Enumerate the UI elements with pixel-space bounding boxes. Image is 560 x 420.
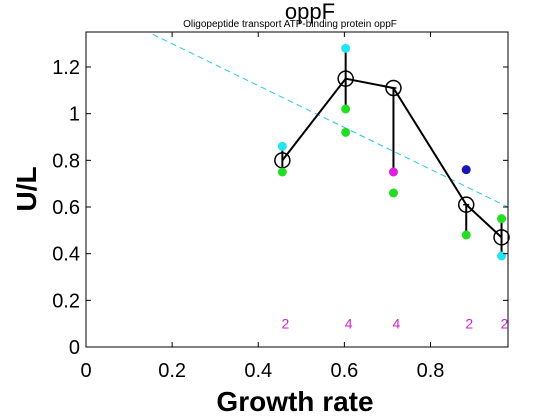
mean-marker <box>457 196 475 213</box>
data-point <box>388 167 398 177</box>
x-tick-label: 0 <box>80 360 91 382</box>
axis-ticks-layer: 0 0.2 0.4 0.6 0.8 0 0.2 0.4 0.6 0.8 1 1.2 <box>52 32 508 382</box>
data-points-layer <box>277 43 507 261</box>
data-point <box>277 141 287 151</box>
y-tick-label: 0.2 <box>52 290 80 312</box>
data-point <box>341 104 351 114</box>
x-axis-label: Growth rate <box>216 386 373 417</box>
data-point <box>341 43 351 53</box>
mean-line-layer <box>274 70 510 246</box>
y-axis-label: U/L <box>11 166 42 211</box>
trend-line <box>152 33 508 208</box>
data-point <box>497 214 507 224</box>
y-tick-label: 0 <box>69 337 80 359</box>
sample-count-label: 4 <box>393 316 401 332</box>
y-tick-label: 0.4 <box>52 244 80 266</box>
sample-count-label: 4 <box>345 316 353 332</box>
x-tick-label: 0.4 <box>244 360 272 382</box>
data-point <box>277 167 287 177</box>
trend-line-layer <box>152 33 508 208</box>
x-tick-label: 0.8 <box>417 360 445 382</box>
x-tick-label: 0.2 <box>158 360 186 382</box>
sample-count-label: 2 <box>465 316 473 332</box>
mean-marker <box>385 79 402 97</box>
data-point <box>341 127 351 137</box>
mean-marker <box>493 229 510 246</box>
data-point <box>461 165 471 175</box>
sample-count-label: 2 <box>501 316 509 332</box>
chart-subtitle: Oligopeptide transport ATP-binding prote… <box>183 19 397 30</box>
x-tick-label: 0.6 <box>330 360 358 382</box>
data-point <box>497 251 507 261</box>
plot-area <box>85 31 509 348</box>
mean-marker <box>337 70 354 87</box>
mean-line <box>281 77 503 239</box>
y-tick-label: 1 <box>69 104 80 126</box>
count-labels-layer: 2 4 4 2 2 <box>281 316 508 332</box>
data-point <box>461 230 471 240</box>
y-tick-label: 1.2 <box>52 57 80 79</box>
y-tick-label: 0.8 <box>52 150 80 172</box>
chart-title: oppF <box>285 0 335 24</box>
y-tick-label: 0.6 <box>52 197 80 219</box>
sample-count-label: 2 <box>281 316 289 332</box>
data-point <box>388 188 398 198</box>
